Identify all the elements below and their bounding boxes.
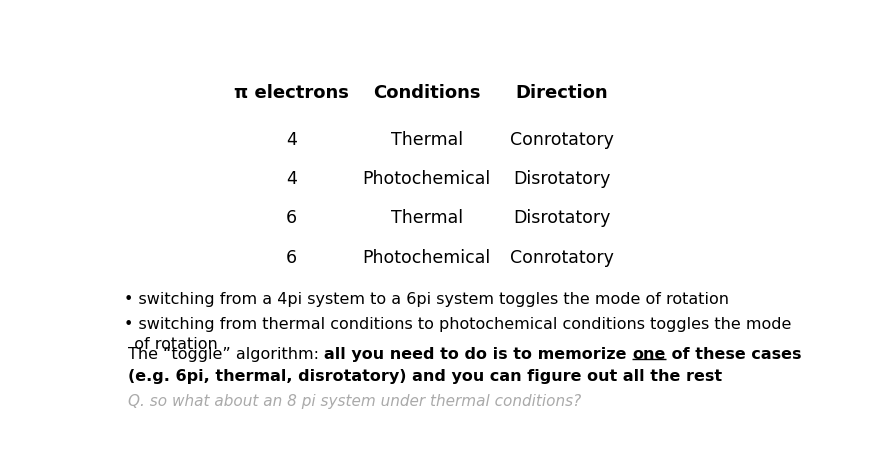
Text: • switching from a 4pi system to a 6pi system toggles the mode of rotation: • switching from a 4pi system to a 6pi s… xyxy=(124,292,729,307)
Text: Conrotatory: Conrotatory xyxy=(510,248,614,266)
Text: 4: 4 xyxy=(286,169,296,188)
Text: • switching from thermal conditions to photochemical conditions toggles the mode: • switching from thermal conditions to p… xyxy=(124,317,791,351)
Text: Direction: Direction xyxy=(515,84,608,102)
Text: 4: 4 xyxy=(286,131,296,148)
Text: 6: 6 xyxy=(286,209,297,227)
Text: one: one xyxy=(632,346,665,361)
Text: Disrotatory: Disrotatory xyxy=(513,209,610,227)
Text: Q. so what about an 8 pi system under thermal conditions?: Q. so what about an 8 pi system under th… xyxy=(128,394,581,408)
Text: Conrotatory: Conrotatory xyxy=(510,131,614,148)
Text: The “toggle” algorithm:: The “toggle” algorithm: xyxy=(128,346,324,361)
Text: π electrons: π electrons xyxy=(234,84,349,102)
Text: 6: 6 xyxy=(286,248,297,266)
Text: Photochemical: Photochemical xyxy=(363,169,491,188)
Text: Conditions: Conditions xyxy=(373,84,480,102)
Text: Thermal: Thermal xyxy=(391,131,463,148)
Text: (e.g. 6pi, thermal, disrotatory) and you can figure out all the rest: (e.g. 6pi, thermal, disrotatory) and you… xyxy=(128,369,722,383)
Text: Photochemical: Photochemical xyxy=(363,248,491,266)
Text: all you need to do is to memorize: all you need to do is to memorize xyxy=(324,346,632,361)
Text: Thermal: Thermal xyxy=(391,209,463,227)
Text: Disrotatory: Disrotatory xyxy=(513,169,610,188)
Text: of these cases: of these cases xyxy=(665,346,801,361)
